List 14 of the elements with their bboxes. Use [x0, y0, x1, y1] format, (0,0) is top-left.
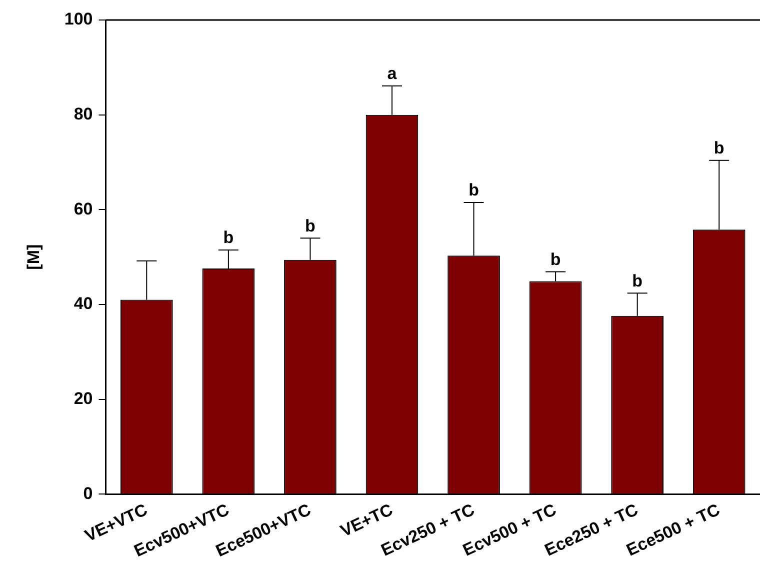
y-tick-label: 100	[64, 10, 93, 29]
annotation: b	[714, 138, 724, 158]
y-tick-label: 40	[74, 294, 93, 314]
annotation: b	[305, 216, 316, 236]
y-tick-label: 60	[74, 199, 93, 218]
y-tick-label: 20	[74, 389, 93, 408]
y-tick-label: 0	[83, 484, 93, 503]
annotation: b	[223, 228, 234, 248]
y-tick-label: 80	[74, 104, 93, 124]
annotation: a	[387, 64, 398, 84]
annotation: b	[550, 250, 561, 269]
annotation: b	[632, 271, 643, 290]
y-axis-title: [M]	[24, 244, 43, 270]
annotation: b	[468, 180, 479, 200]
